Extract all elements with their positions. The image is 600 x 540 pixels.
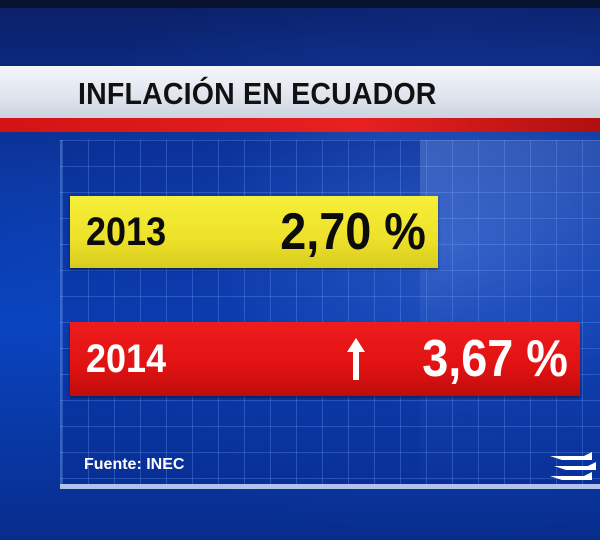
year-label: 2014 — [86, 337, 167, 381]
year-label: 2013 — [86, 210, 167, 254]
money-background-texture — [420, 140, 600, 480]
inflation-row-2014: 2014 3,67 % — [70, 322, 580, 396]
page-title: INFLACIÓN EN ECUADOR — [78, 76, 437, 111]
inflation-value: 2,70 % — [280, 203, 426, 261]
bottom-strip — [60, 484, 600, 489]
channel-logo-icon — [550, 452, 596, 480]
inflation-row-2013: 2013 2,70 % — [70, 196, 438, 268]
top-dark-strip — [0, 0, 600, 8]
inflation-value: 3,67 % — [422, 330, 568, 388]
title-underline-bar — [0, 118, 600, 132]
up-arrow-icon — [347, 338, 365, 380]
source-label: Fuente: INEC — [84, 456, 185, 473]
title-banner: INFLACIÓN EN ECUADOR — [0, 66, 600, 122]
